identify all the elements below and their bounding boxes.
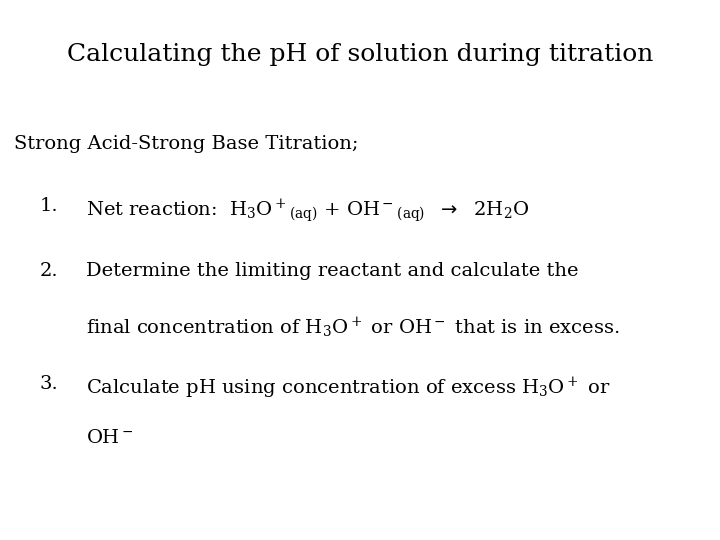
Text: Calculating the pH of solution during titration: Calculating the pH of solution during ti…	[67, 43, 653, 66]
Text: final concentration of $\mathregular{H_3O^+}$ or $\mathregular{OH^-}$ that is in: final concentration of $\mathregular{H_3…	[86, 316, 620, 341]
Text: 3.: 3.	[40, 375, 58, 393]
Text: Strong Acid-Strong Base Titration;: Strong Acid-Strong Base Titration;	[14, 135, 359, 153]
Text: 2.: 2.	[40, 262, 58, 280]
Text: Determine the limiting reactant and calculate the: Determine the limiting reactant and calc…	[86, 262, 579, 280]
Text: $\mathregular{OH^-}$: $\mathregular{OH^-}$	[86, 429, 134, 447]
Text: 1.: 1.	[40, 197, 58, 215]
Text: Net reaction:  $\mathregular{H_3O^+}$$\mathregular{_{(aq)}}$ + $\mathregular{OH^: Net reaction: $\mathregular{H_3O^+}$$\ma…	[86, 197, 530, 225]
Text: Calculate pH using concentration of excess $\mathregular{H_3O^+}$ or: Calculate pH using concentration of exce…	[86, 375, 611, 401]
